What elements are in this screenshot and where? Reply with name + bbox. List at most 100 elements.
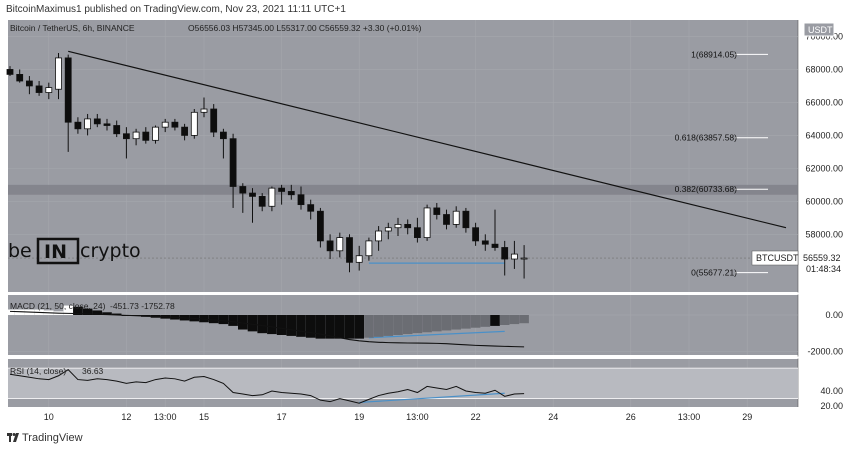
y-tick-label: 68000.00 [805, 64, 843, 74]
candle-body [210, 108, 218, 133]
macd-histogram-bar [63, 305, 73, 315]
candle-body [123, 133, 130, 140]
candle-body [510, 253, 518, 260]
candle-body [25, 80, 33, 87]
macd-y-tick-label: 0.00 [825, 310, 843, 320]
y-tick-label: 66000.00 [805, 97, 843, 107]
macd-histogram-bar [373, 315, 384, 337]
tradingview-logo-icon [7, 433, 19, 442]
descending-trendline [68, 50, 787, 229]
macd-histogram-bar [218, 315, 229, 325]
macd-signal-line [9, 310, 525, 348]
candle-body [365, 240, 373, 257]
publish-text: BitcoinMaximus1 published on TradingView… [6, 4, 346, 15]
rsi-band [8, 368, 798, 399]
macd-histogram-bar [393, 315, 403, 335]
price-tag: BTCUSDT 56559.32 01:48:34 [751, 250, 842, 276]
macd-histogram-bar [102, 312, 112, 315]
x-tick-label: 10 [44, 412, 54, 422]
chart-overlays: 1(68914.05) 0.618(63857.58) 0.382(60733.68… [8, 49, 850, 404]
candle-body [278, 187, 286, 192]
macd-histogram-bar [461, 315, 471, 329]
x-tick-label: 19 [354, 412, 364, 422]
price-tag-price: 56559.32 [803, 253, 841, 263]
candle-body [355, 255, 363, 263]
candle-body [520, 257, 528, 260]
macd-histogram-bar [267, 315, 277, 335]
x-tick-label: 22 [471, 412, 481, 422]
candle-body [326, 240, 334, 252]
candle-body [316, 210, 324, 242]
macd-histogram-bar [344, 315, 355, 339]
time-axis-background [8, 407, 798, 428]
x-tick-label: 17 [277, 412, 287, 422]
candle-body [375, 230, 383, 242]
fib-level-label: 0.382(60733.68) [675, 184, 738, 194]
candle-body [384, 227, 392, 232]
main-pane-background [8, 20, 798, 292]
currency-badge-box[interactable] [803, 22, 835, 37]
candle-body [16, 74, 24, 82]
footer-bar: TradingView [0, 428, 850, 450]
candle-body [190, 111, 198, 136]
pane-backgrounds [8, 20, 850, 428]
macd-histogram-bar [325, 315, 335, 339]
macd-histogram-bar [247, 315, 258, 332]
x-tick-label: 13:00 [678, 412, 701, 422]
candle-body [472, 227, 480, 242]
candle-body [239, 186, 247, 194]
macd-y-tick-label: -2000.00 [807, 346, 843, 356]
candle-body [481, 240, 489, 245]
fib-level-label: 1(68914.05) [691, 49, 737, 59]
candle-body [219, 131, 227, 140]
x-tick-label: 29 [742, 412, 752, 422]
rsi-y-tick-label: 20.00 [820, 401, 843, 411]
candle-body [452, 210, 460, 225]
watermark-be: be [8, 240, 32, 262]
macd-divergence-line [368, 330, 505, 339]
macd-histogram-bar [335, 315, 345, 339]
candle-body [249, 192, 256, 197]
macd-histogram-bar [509, 315, 520, 325]
macd-histogram-bar [470, 315, 481, 328]
macd-histogram-bar [228, 315, 238, 326]
trading-chart[interactable]: 1(68914.05) 0.618(63857.58) 0.382(60733.68… [0, 20, 850, 428]
macd-histogram-bar [519, 315, 529, 324]
macd-histogram-bar [238, 315, 248, 330]
rsi-line [9, 369, 525, 404]
x-tick-label: 24 [548, 412, 558, 422]
x-tick-label: 15 [199, 412, 209, 422]
x-tick-label: 26 [626, 412, 636, 422]
candle-body [336, 237, 344, 252]
macd-histogram-bar [441, 315, 452, 331]
price-tag-countdown: 01:48:34 [806, 264, 841, 274]
watermark-box [36, 237, 80, 265]
candle-body [200, 108, 208, 113]
footer-brand: TradingView [22, 432, 83, 444]
candle-body [307, 204, 315, 212]
rsi-legend-name: RSI (14, close) [10, 366, 66, 376]
publish-header: BitcoinMaximus1 published on TradingView… [0, 0, 850, 20]
candle-body [93, 118, 101, 125]
rsi-legend-value: 36.63 [82, 366, 104, 376]
x-tick-label: 12 [121, 412, 131, 422]
currency-badge[interactable]: USDT [803, 22, 835, 37]
candle-body [501, 247, 509, 260]
y-tick-label: 60000.00 [805, 196, 843, 206]
macd-histogram-bar [208, 315, 219, 324]
candle-body [6, 69, 14, 75]
rsi-legend: RSI (14, close) 36.63 [10, 366, 104, 376]
macd-histogram-bar [296, 315, 306, 337]
macd-histogram-bar [383, 315, 394, 336]
macd-histogram-bar [257, 315, 267, 334]
currency-badge-label: USDT [808, 25, 833, 35]
candle-body [229, 138, 237, 187]
macd-histogram-bar [73, 306, 83, 315]
macd-histogram-bar [402, 315, 413, 335]
candle-body [297, 194, 305, 206]
y-tick-label: 64000.00 [805, 130, 843, 140]
macd-histogram-bar [412, 315, 423, 334]
macd-histogram-bar [111, 313, 122, 315]
macd-legend-values: -451.73 -1752.78 [110, 301, 175, 311]
candle-body [404, 224, 412, 229]
